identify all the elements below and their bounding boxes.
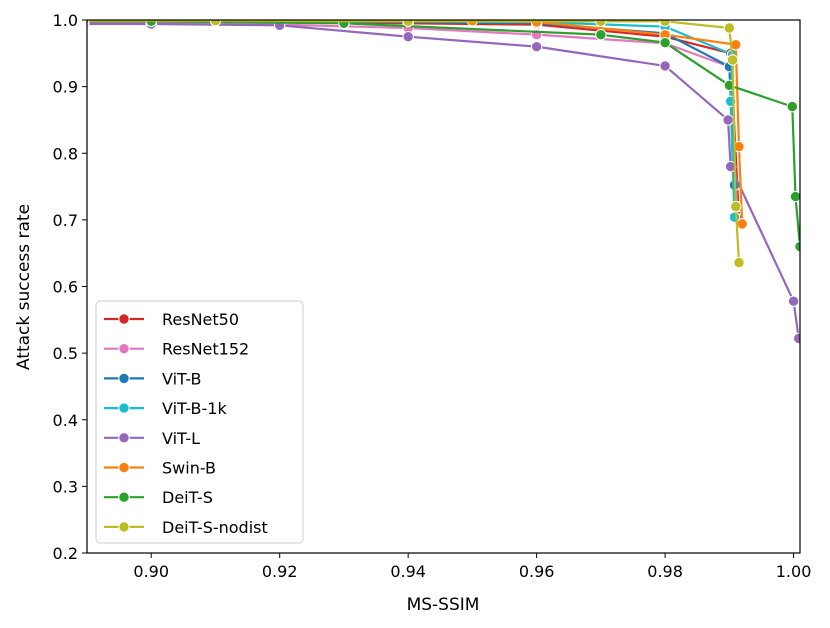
data-point-vit-l: [722, 114, 734, 126]
legend-marker: [118, 372, 130, 385]
series-line-swin-b: [87, 20, 744, 224]
data-point-deit-s: [789, 190, 800, 203]
x-tick-label: 1.00: [776, 562, 812, 581]
x-axis-label: MS-SSIM: [407, 595, 480, 615]
legend-marker: [118, 461, 130, 474]
series-vit-l: [87, 20, 800, 345]
data-point-deit-s: [595, 28, 607, 41]
series-vit-b-1k: [87, 20, 741, 223]
legend-entry-vit-b-1k: ViT-B-1k: [104, 399, 227, 418]
data-point-deit-s-nodist: [595, 20, 607, 28]
legend-entry-resnet152: ResNet152: [104, 340, 249, 359]
legend-label: ViT-L: [162, 429, 200, 448]
series-line-vit-b-1k: [87, 20, 736, 218]
series-resnet152: [87, 20, 743, 213]
legend-marker: [118, 432, 130, 444]
legend-label: Swin-B: [162, 459, 216, 478]
legend-marker: [118, 343, 130, 355]
y-tick-label: 0.8: [53, 144, 78, 163]
data-point-swin-b: [736, 218, 748, 230]
y-tick-label: 0.9: [53, 78, 78, 97]
series-layer: [87, 20, 800, 345]
y-tick-label: 0.2: [53, 544, 78, 563]
legend-marker: [118, 313, 130, 325]
legend-label: ViT-B-1k: [162, 399, 227, 418]
y-tick-label: 0.7: [53, 211, 78, 230]
series-line-resnet50: [87, 20, 741, 220]
data-point-deit-s-nodist: [723, 22, 736, 34]
legend-marker: [118, 491, 130, 503]
legend-label: ViT-B: [162, 369, 202, 388]
series-deit-s: [87, 20, 800, 253]
legend-entry-deit-s: DeiT-S: [104, 488, 213, 507]
legend-entry-deit-s-nodist: DeiT-S-nodist: [104, 518, 268, 537]
legend-box: [95, 300, 304, 544]
legend-entry-swin-b: Swin-B: [104, 459, 216, 478]
data-point-deit-s: [659, 36, 671, 49]
data-point-vit-l: [402, 30, 414, 43]
legend-label: ResNet50: [162, 310, 239, 329]
data-point-vit-l: [793, 332, 800, 345]
legend-label: DeiT-S-nodist: [162, 518, 268, 537]
data-point-deit-s: [786, 100, 798, 113]
data-point-vit-l: [787, 295, 800, 307]
x-tick-label: 0.92: [262, 562, 298, 581]
y-tick-label: 1.0: [53, 11, 78, 30]
legend-label: ResNet152: [162, 340, 249, 359]
data-point-vit-l: [659, 60, 671, 72]
series-line-vit-l: [87, 22, 800, 339]
series-deit-s-nodist: [87, 20, 745, 269]
y-tick-label: 0.3: [53, 477, 78, 496]
data-point-deit-s-nodist: [659, 20, 671, 28]
data-point-deit-s-nodist: [402, 20, 414, 28]
data-point-deit-s-nodist: [730, 200, 742, 213]
y-tick-label: 0.4: [53, 411, 78, 430]
legend-marker: [118, 402, 130, 414]
data-point-deit-s: [723, 79, 736, 91]
data-point-deit-s-nodist: [726, 54, 739, 66]
x-tick-label: 0.94: [390, 562, 426, 581]
x-tick-label: 0.96: [519, 562, 555, 581]
series-line-deit-s: [87, 20, 800, 247]
series-resnet50: [87, 20, 745, 226]
series-line-resnet152: [87, 22, 739, 207]
x-axis: 0.90 0.92 0.94 0.96 0.98 1.00: [133, 553, 811, 581]
x-tick-label: 0.90: [133, 562, 169, 581]
legend: ResNet50 ResNet152 ViT-B ViT-B-1k ViT-L Swin-…: [95, 300, 304, 544]
series-line-vit-b: [87, 20, 736, 186]
legend-entry-resnet50: ResNet50: [104, 310, 239, 329]
data-point-vit-l: [530, 40, 543, 53]
x-tick-label: 0.98: [647, 562, 683, 581]
data-point-deit-s-nodist: [209, 20, 222, 27]
series-line-deit-s-nodist: [87, 20, 741, 263]
data-point-deit-s-nodist: [733, 256, 745, 269]
y-tick-label: 0.6: [53, 278, 78, 297]
series-swin-b: [87, 20, 748, 230]
legend-label: DeiT-S: [162, 488, 213, 507]
y-axis-label: Attack success rate: [14, 204, 34, 370]
legend-entry-vit-b: ViT-B: [104, 369, 202, 388]
y-axis: 0.2 0.3 0.4 0.5 0.6 0.7 0.8 0.9 1.0: [53, 11, 87, 563]
legend-entry-vit-l: ViT-L: [104, 429, 200, 448]
legend-marker: [118, 521, 130, 533]
y-tick-label: 0.5: [53, 344, 78, 363]
